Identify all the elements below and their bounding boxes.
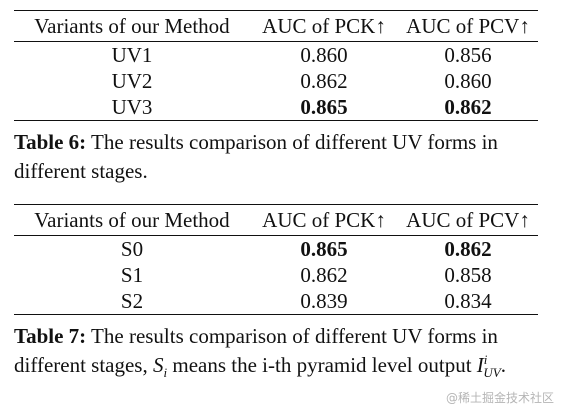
table-header-row: Variants of our Method AUC of PCK↑ AUC o… — [14, 10, 538, 42]
header-auc-pck: AUC of PCK↑ — [262, 14, 386, 38]
pck-cell: 0.862 — [300, 263, 348, 287]
caption-text: The results comparison of different UV f… — [14, 130, 498, 183]
caption-text-2: means the i-th pyramid level output — [172, 353, 472, 377]
pcv-cell: 0.856 — [444, 43, 492, 67]
table-row: S0 0.865 0.862 — [14, 236, 538, 263]
variant-cell: S2 — [120, 289, 144, 313]
caption-text-3: . — [500, 353, 507, 377]
math-s-sub: i — [163, 365, 168, 381]
pck-cell: 0.862 — [300, 69, 348, 93]
math-s-i: Si — [152, 353, 168, 381]
variant-cell: UV1 — [111, 43, 153, 67]
table-header-row: Variants of our Method AUC of PCK↑ AUC o… — [14, 204, 538, 236]
table-6: Variants of our Method AUC of PCK↑ AUC o… — [14, 10, 538, 121]
pcv-cell-best: 0.862 — [444, 95, 492, 119]
table-7: Variants of our Method AUC of PCK↑ AUC o… — [14, 204, 538, 315]
variant-cell: S0 — [120, 237, 144, 261]
table-7-caption: Table 7: The results comparison of diffe… — [14, 322, 554, 380]
table-row: S1 0.862 0.858 — [14, 262, 538, 288]
header-variants: Variants of our Method — [34, 208, 230, 232]
math-i-sub: UV — [483, 365, 501, 381]
math-i-uv: IiUV — [476, 352, 501, 381]
caption-label: Table 7: — [14, 324, 87, 348]
header-auc-pcv: AUC of PCV↑ — [406, 14, 530, 38]
pcv-cell: 0.858 — [444, 263, 492, 287]
variant-cell: S1 — [120, 263, 144, 287]
pck-cell: 0.839 — [300, 289, 348, 313]
pcv-cell: 0.860 — [444, 69, 492, 93]
variant-cell: UV2 — [111, 69, 153, 93]
pcv-cell: 0.834 — [444, 289, 492, 313]
header-variants: Variants of our Method — [34, 14, 230, 38]
pck-cell: 0.860 — [300, 43, 348, 67]
pcv-cell-best: 0.862 — [444, 237, 492, 261]
table-7-block: Variants of our Method AUC of PCK↑ AUC o… — [14, 204, 538, 380]
math-s: S — [152, 353, 164, 377]
table-row: UV3 0.865 0.862 — [14, 94, 538, 121]
pck-cell-best: 0.865 — [300, 95, 348, 119]
table-6-block: Variants of our Method AUC of PCK↑ AUC o… — [14, 10, 538, 186]
caption-label: Table 6: — [14, 130, 87, 154]
math-i: I — [476, 353, 484, 377]
table-row: UV1 0.860 0.856 — [14, 42, 538, 69]
table-row: UV2 0.862 0.860 — [14, 68, 538, 94]
pck-cell-best: 0.865 — [300, 237, 348, 261]
header-auc-pcv: AUC of PCV↑ — [406, 208, 530, 232]
table-6-caption: Table 6: The results comparison of diffe… — [14, 128, 554, 186]
watermark: @稀土掘金技术社区 — [445, 391, 554, 405]
variant-cell: UV3 — [111, 95, 153, 119]
header-auc-pck: AUC of PCK↑ — [262, 208, 386, 232]
math-i-sup: i — [483, 352, 488, 367]
caption-text-1: The results comparison of different UV f… — [14, 324, 498, 377]
table-row: S2 0.839 0.834 — [14, 288, 538, 315]
